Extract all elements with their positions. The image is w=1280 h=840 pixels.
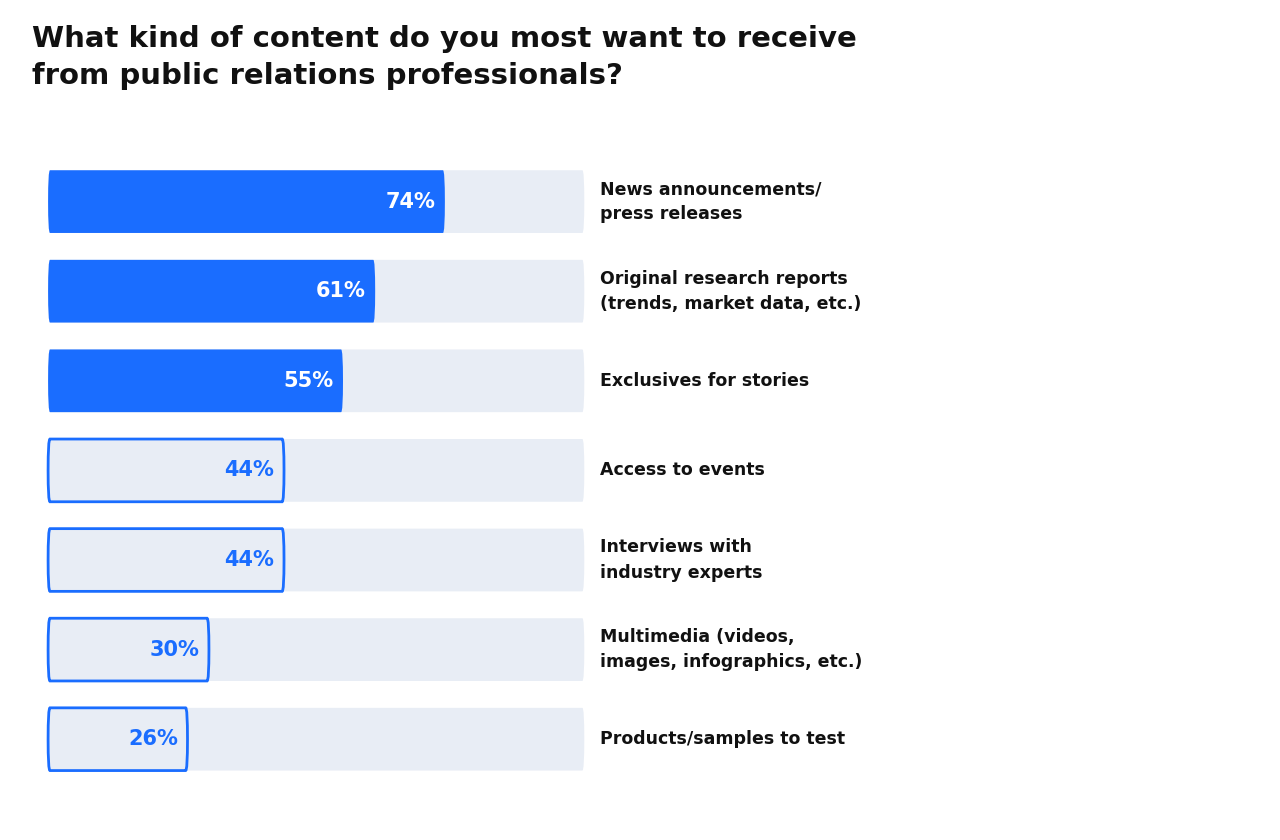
FancyBboxPatch shape — [49, 528, 584, 591]
Text: Exclusives for stories: Exclusives for stories — [600, 372, 810, 390]
Text: 74%: 74% — [385, 192, 435, 212]
FancyBboxPatch shape — [49, 618, 584, 681]
FancyBboxPatch shape — [49, 349, 584, 412]
Text: Interviews with
industry experts: Interviews with industry experts — [600, 538, 763, 581]
FancyBboxPatch shape — [49, 618, 209, 681]
FancyBboxPatch shape — [49, 439, 284, 501]
Text: Access to events: Access to events — [600, 461, 765, 480]
FancyBboxPatch shape — [49, 349, 343, 412]
Text: 26%: 26% — [128, 729, 178, 749]
Text: 55%: 55% — [283, 370, 333, 391]
Text: What kind of content do you most want to receive
from public relations professio: What kind of content do you most want to… — [32, 25, 856, 90]
FancyBboxPatch shape — [49, 708, 584, 770]
Text: Products/samples to test: Products/samples to test — [600, 730, 846, 748]
FancyBboxPatch shape — [49, 528, 284, 591]
FancyBboxPatch shape — [49, 260, 375, 323]
Text: 44%: 44% — [224, 460, 274, 480]
FancyBboxPatch shape — [49, 260, 584, 323]
FancyBboxPatch shape — [49, 171, 584, 233]
Text: 30%: 30% — [150, 639, 200, 659]
FancyBboxPatch shape — [49, 708, 187, 770]
Text: Original research reports
(trends, market data, etc.): Original research reports (trends, marke… — [600, 270, 861, 312]
FancyBboxPatch shape — [49, 439, 584, 501]
Text: 44%: 44% — [224, 550, 274, 570]
Text: Multimedia (videos,
images, infographics, etc.): Multimedia (videos, images, infographics… — [600, 628, 863, 671]
Text: News announcements/
press releases: News announcements/ press releases — [600, 180, 822, 223]
FancyBboxPatch shape — [49, 171, 445, 233]
Text: 61%: 61% — [316, 281, 366, 302]
